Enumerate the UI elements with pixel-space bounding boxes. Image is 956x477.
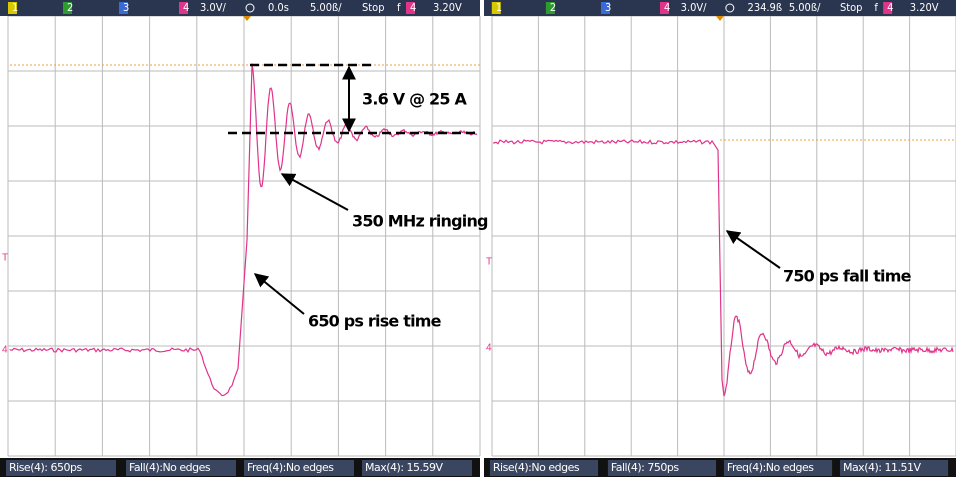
header-item: 0.0s bbox=[268, 1, 289, 14]
header-item: 234.9ß bbox=[748, 1, 783, 14]
marker-label: T bbox=[2, 253, 8, 264]
header-item: Stop bbox=[362, 1, 385, 14]
header-item: 2 bbox=[550, 1, 556, 14]
header-item: 3.20V bbox=[433, 1, 462, 14]
header-item: 5.00ß/ bbox=[789, 1, 821, 14]
measurement: Max(4): 15.59V bbox=[365, 461, 444, 474]
measurement: Fall(4):No edges bbox=[129, 461, 211, 474]
header-item: 3 bbox=[605, 1, 611, 14]
scope-screenshot: 12343.0V/0.0s5.00ß/Stopf43.20VT4Rise(4):… bbox=[0, 0, 956, 477]
annotation: 650 ps rise time bbox=[308, 312, 442, 331]
header-item: f bbox=[397, 1, 401, 14]
marker-label: T bbox=[486, 257, 492, 268]
header-item: Stop bbox=[840, 1, 863, 14]
marker-label: 4 bbox=[2, 345, 8, 356]
measurement: Max(4): 11.51V bbox=[843, 461, 922, 474]
header-item: 1 bbox=[496, 1, 502, 14]
measurement: Freq(4):No edges bbox=[247, 461, 334, 474]
header-item: 1 bbox=[12, 1, 18, 14]
header-item: 3.20V bbox=[910, 1, 939, 14]
header-item: 4 bbox=[183, 1, 189, 14]
header-item: 4 bbox=[887, 1, 893, 14]
header-item: 3.0V/ bbox=[681, 1, 707, 14]
measurement: Rise(4):No edges bbox=[493, 461, 580, 474]
header-item: 4 bbox=[664, 1, 670, 14]
header-item: f bbox=[874, 1, 878, 14]
annotation: 750 ps fall time bbox=[783, 267, 912, 286]
annotation: 3.6 V @ 25 A bbox=[362, 90, 467, 109]
header-item: 3.0V/ bbox=[200, 1, 226, 14]
measurement: Rise(4): 650ps bbox=[9, 461, 82, 474]
header-item: 3 bbox=[123, 1, 129, 14]
measurement: Freq(4):No edges bbox=[727, 461, 814, 474]
annotation: 350 MHz ringing bbox=[352, 212, 488, 231]
screen bbox=[0, 0, 480, 477]
header-item: 4 bbox=[410, 1, 416, 14]
header-item: 2 bbox=[67, 1, 73, 14]
marker-label: 4 bbox=[486, 343, 492, 354]
measurement: Fall(4): 750ps bbox=[611, 461, 679, 474]
header-item: 5.00ß/ bbox=[310, 1, 342, 14]
